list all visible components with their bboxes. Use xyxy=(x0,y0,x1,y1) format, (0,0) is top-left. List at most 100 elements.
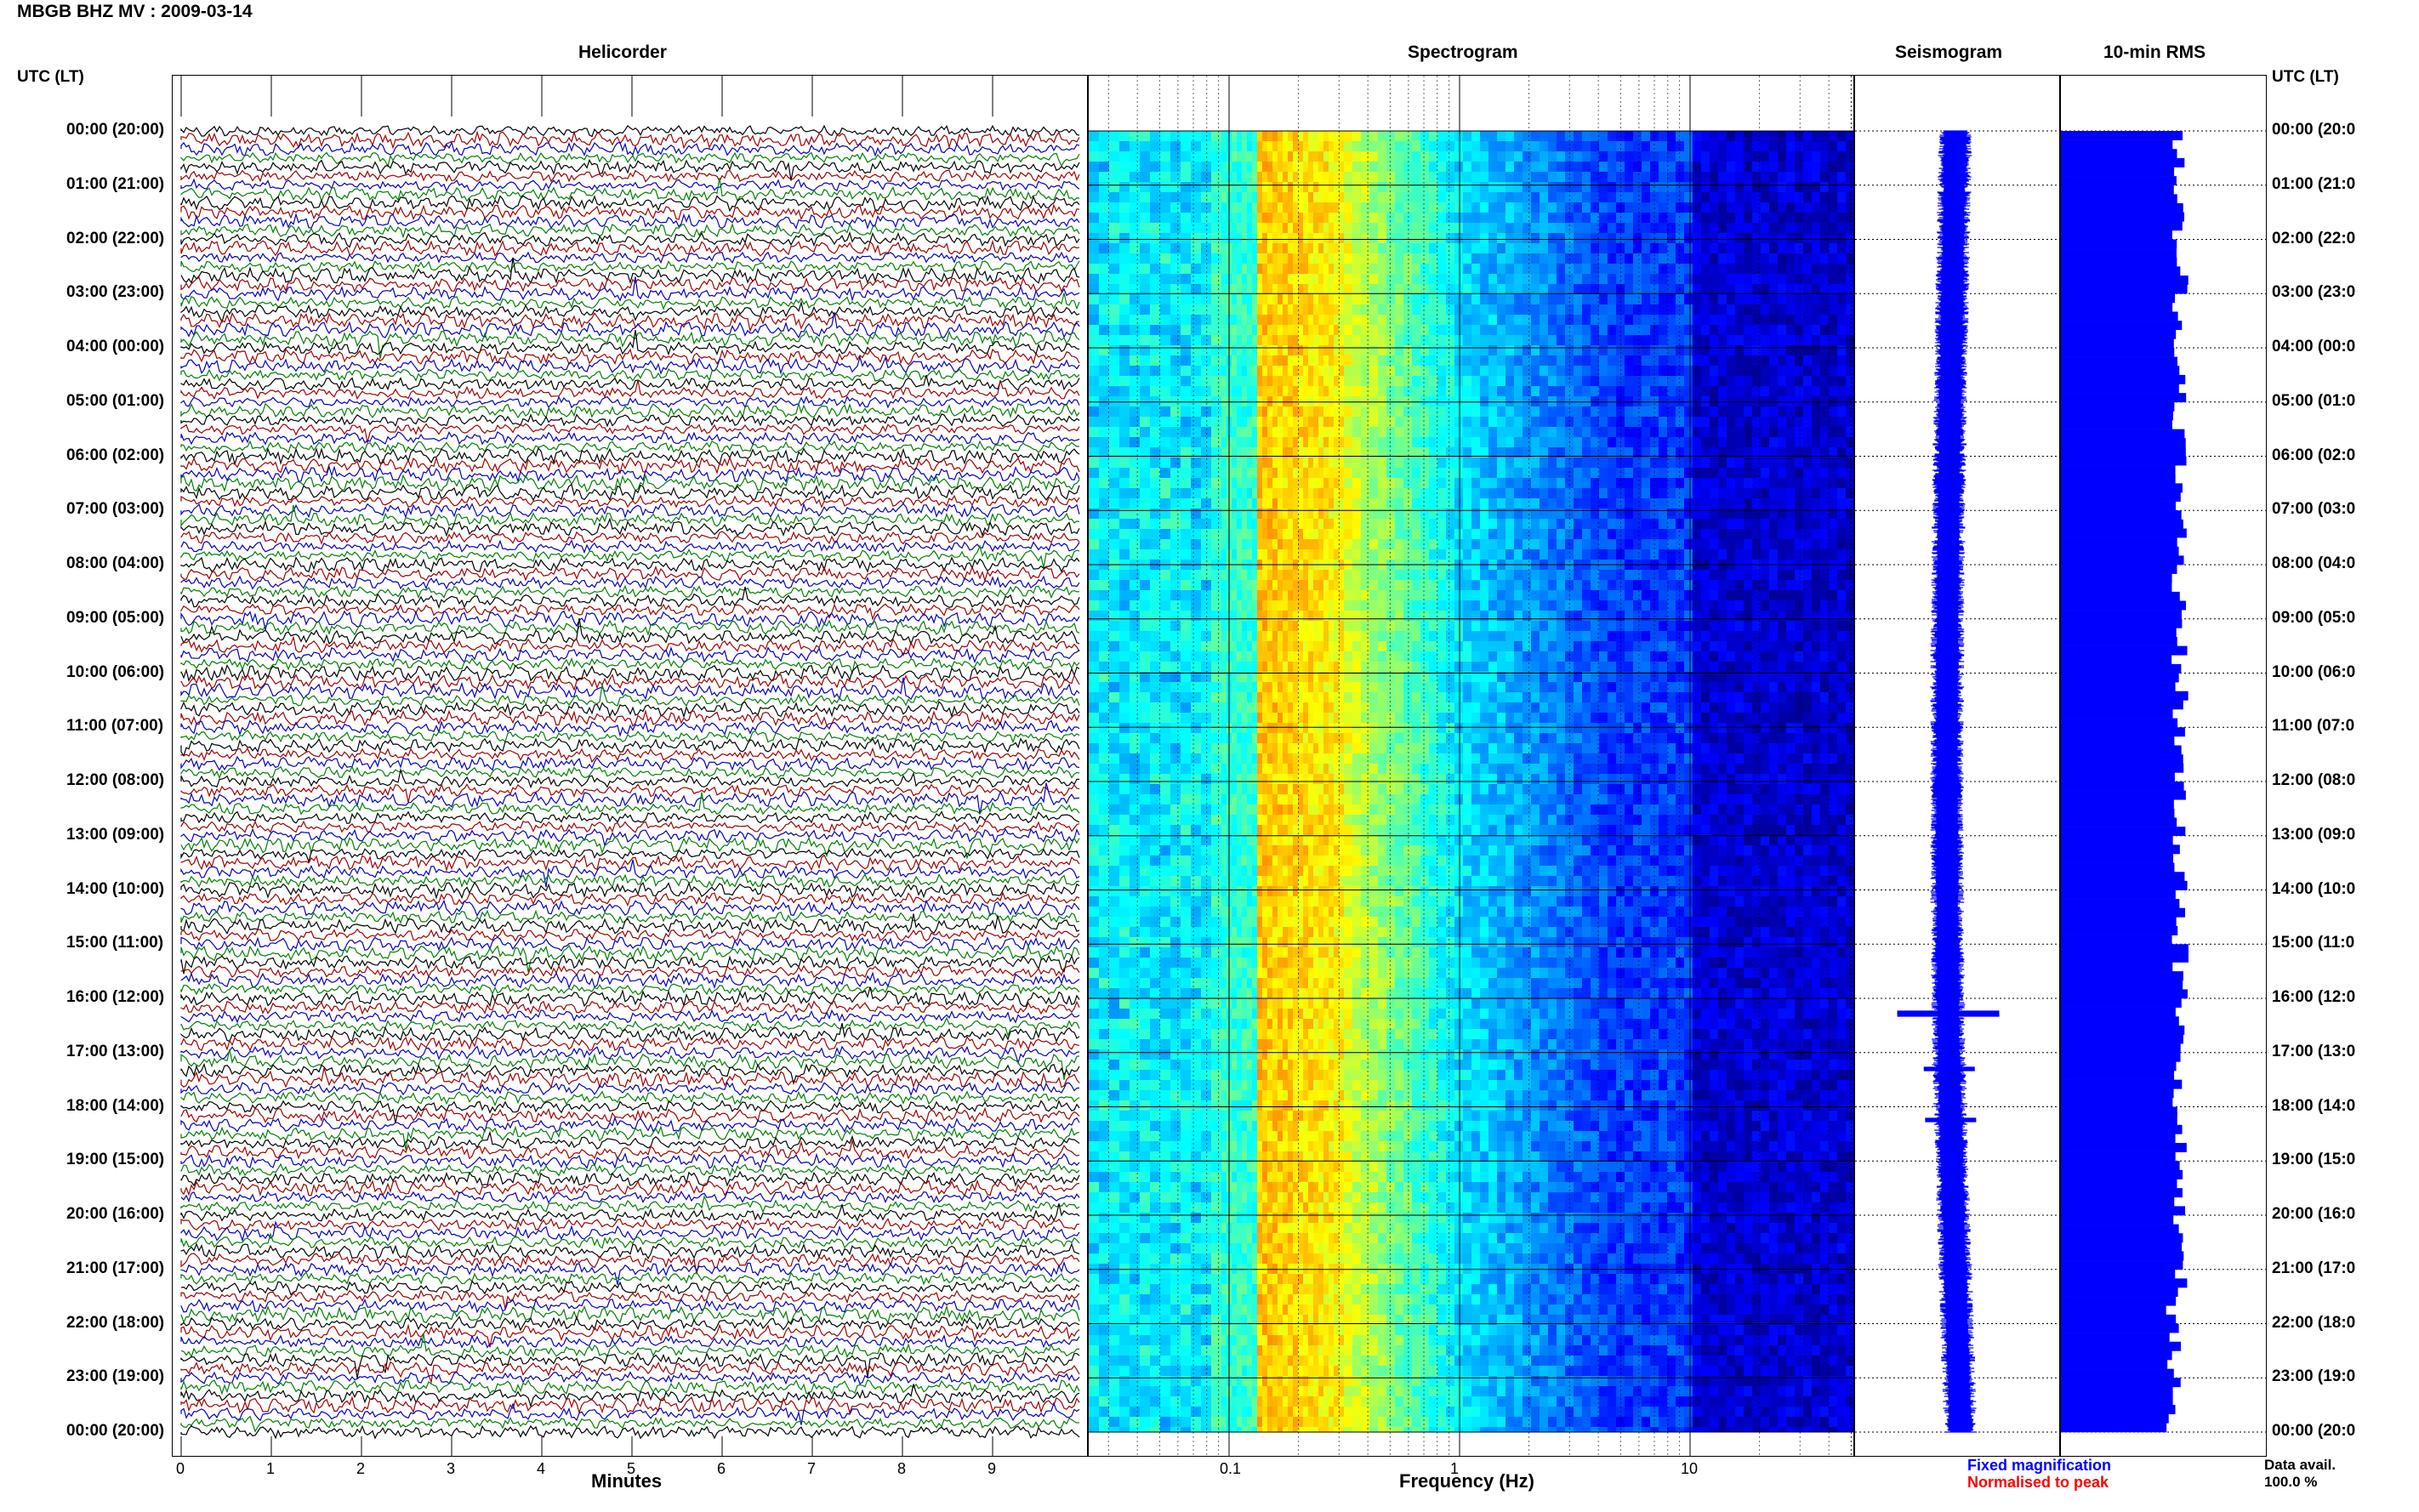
helicorder-trace xyxy=(180,847,1080,864)
spectrogram-cell xyxy=(1352,284,1362,295)
spectrogram-cell xyxy=(1160,580,1171,591)
spectrogram-cell xyxy=(1221,611,1227,622)
spectrogram-cell xyxy=(1531,162,1540,173)
helicorder-trace xyxy=(180,646,1080,664)
spectrogram-cell xyxy=(1288,498,1294,509)
spectrogram-cell xyxy=(1667,529,1676,540)
spectrogram-cell xyxy=(1829,151,1838,162)
spectrogram-cell xyxy=(1446,294,1455,305)
spectrogram-cell xyxy=(1701,131,1710,142)
spectrogram-cell xyxy=(1298,355,1304,367)
spectrogram-cell xyxy=(1820,417,1830,428)
spectrogram-cell xyxy=(1778,151,1787,162)
spectrogram-cell xyxy=(1701,509,1710,520)
spectrogram-cell xyxy=(1591,621,1600,632)
spectrogram-cell xyxy=(1191,162,1202,173)
spectrogram-cell xyxy=(1616,427,1625,438)
spectrogram-cell xyxy=(1480,345,1489,356)
spectrogram-cell xyxy=(1403,406,1413,418)
spectrogram-cell xyxy=(1752,335,1762,346)
spectrogram-cell xyxy=(1288,182,1294,193)
spectrogram-cell xyxy=(1488,600,1498,611)
spectrogram-cell xyxy=(1237,509,1243,520)
spectrogram-cell xyxy=(1334,131,1340,142)
spectrogram-cell xyxy=(1514,417,1523,428)
spectrogram-cell xyxy=(1278,417,1283,428)
spectrogram-cell xyxy=(1846,162,1853,173)
spectrogram-cell xyxy=(1160,151,1171,162)
spectrogram-cell xyxy=(1378,509,1387,520)
time-label-left: 09:00 (05:00) xyxy=(66,608,165,627)
spectrogram-cell xyxy=(1574,437,1583,448)
spectrogram-cell xyxy=(1361,611,1370,622)
spectrogram-cell xyxy=(1140,294,1151,305)
spectrogram-cell xyxy=(1642,172,1651,183)
spectrogram-cell xyxy=(1574,621,1583,632)
spectrogram-cell xyxy=(1170,386,1181,397)
spectrogram-cell xyxy=(1119,213,1130,224)
spectrogram-cell xyxy=(1778,580,1787,591)
spectrogram-cell xyxy=(1642,529,1651,540)
spectrogram-cell xyxy=(1667,202,1676,213)
helicorder-trace xyxy=(180,1130,1080,1151)
spectrogram-cell xyxy=(1608,233,1617,244)
spectrogram-cell xyxy=(1272,192,1278,203)
spectrogram-cell xyxy=(1150,243,1161,254)
spectrogram-cell xyxy=(1313,549,1319,560)
spectrogram-cell xyxy=(1778,447,1787,458)
spectrogram-cell xyxy=(1339,447,1345,458)
spectrogram-cell xyxy=(1339,151,1345,162)
helicorder-trace xyxy=(180,539,1080,554)
spectrogram-cell xyxy=(1582,264,1591,275)
spectrogram-cell xyxy=(1395,611,1404,622)
spectrogram-cell xyxy=(1412,366,1421,377)
spectrogram-cell xyxy=(1633,274,1642,285)
time-label-right: 02:00 (22:0 xyxy=(2272,229,2356,247)
spectrogram-cell xyxy=(1846,447,1853,458)
spectrogram-cell xyxy=(1608,243,1617,254)
spectrogram-cell xyxy=(1339,580,1345,591)
spectrogram-cell xyxy=(1684,549,1693,560)
spectrogram-cell xyxy=(1523,570,1532,581)
spectrogram-cell xyxy=(1201,172,1212,183)
spectrogram-cell xyxy=(1463,304,1472,315)
spectrogram-cell xyxy=(1574,355,1583,367)
spectrogram-cell xyxy=(1480,386,1489,397)
spectrogram-cell xyxy=(1099,274,1110,285)
spectrogram-cell xyxy=(1308,549,1314,560)
spectrogram-cell xyxy=(1339,192,1345,203)
spectrogram-cell xyxy=(1735,590,1745,601)
spectrogram-cell xyxy=(1463,284,1472,295)
spectrogram-cell xyxy=(1761,600,1770,611)
spectrogram-cell xyxy=(1293,427,1299,438)
spectrogram-cell xyxy=(1221,223,1227,234)
spectrogram-cell xyxy=(1429,366,1438,377)
spectrogram-cell xyxy=(1412,437,1421,448)
spectrogram-cell xyxy=(1293,202,1299,213)
spectrogram-cell xyxy=(1531,335,1540,346)
spectrogram-cell xyxy=(1497,529,1506,540)
spectrogram-cell xyxy=(1523,233,1532,244)
spectrogram-cell xyxy=(1334,253,1340,264)
spectrogram-cell xyxy=(1471,223,1481,234)
spectrogram-cell xyxy=(1429,458,1438,469)
spectrogram-cell xyxy=(1211,549,1222,560)
spectrogram-cell xyxy=(1293,284,1299,295)
spectrogram-cell xyxy=(1262,458,1268,469)
spectrogram-cell xyxy=(1846,468,1853,479)
spectrogram-cell xyxy=(1089,458,1100,469)
spectrogram-cell xyxy=(1582,162,1591,173)
spectrogram-cell xyxy=(1752,366,1762,377)
spectrogram-cell xyxy=(1633,366,1642,377)
spectrogram-cell xyxy=(1429,355,1438,367)
spectrogram-cell xyxy=(1437,151,1447,162)
spectrogram-cell xyxy=(1625,611,1634,622)
spectrogram-cell xyxy=(1283,202,1289,213)
spectrogram-cell xyxy=(1109,162,1120,173)
spectrogram-cell xyxy=(1667,233,1676,244)
spectrogram-cell xyxy=(1659,386,1668,397)
spectrogram-cell xyxy=(1262,141,1268,152)
spectrogram-cell xyxy=(1718,213,1727,224)
spectrogram-cell xyxy=(1308,468,1314,479)
spectrogram-cell xyxy=(1667,406,1676,418)
